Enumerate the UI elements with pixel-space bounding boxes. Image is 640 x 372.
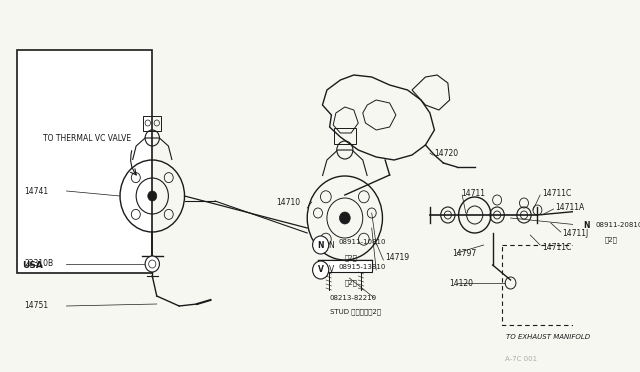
- Text: TO EXHAUST MANIFOLD: TO EXHAUST MANIFOLD: [506, 334, 590, 340]
- Text: N: N: [584, 221, 590, 230]
- Text: 08911-10810: 08911-10810: [339, 239, 386, 245]
- Bar: [334, 128, 356, 144]
- Text: 14711C: 14711C: [542, 243, 571, 251]
- Circle shape: [339, 212, 350, 224]
- Circle shape: [312, 236, 329, 254]
- Circle shape: [579, 216, 595, 234]
- Text: 14751: 14751: [24, 301, 49, 311]
- Bar: [17, 50, 152, 273]
- Text: STUD スタッド（2）: STUD スタッド（2）: [330, 309, 381, 315]
- Text: 14710: 14710: [276, 198, 300, 206]
- Text: 14797: 14797: [452, 248, 477, 257]
- Text: V: V: [317, 266, 324, 275]
- Text: （2）: （2）: [345, 280, 358, 286]
- Bar: [318, 260, 372, 272]
- Text: 14711C: 14711C: [542, 189, 571, 198]
- Text: 08213-82210: 08213-82210: [330, 295, 377, 301]
- Text: V: V: [329, 266, 334, 275]
- Text: 14711A: 14711A: [556, 202, 584, 212]
- Text: 14711J: 14711J: [563, 228, 589, 237]
- Text: USA: USA: [22, 261, 44, 270]
- Circle shape: [148, 191, 157, 201]
- Text: 14711: 14711: [461, 189, 485, 198]
- Bar: [502, 245, 600, 325]
- Text: N: N: [317, 241, 324, 250]
- Text: 14720: 14720: [435, 148, 458, 157]
- Bar: [143, 116, 161, 131]
- Text: 14120: 14120: [450, 279, 474, 288]
- Text: 22310B: 22310B: [24, 260, 54, 269]
- Text: 14741: 14741: [24, 186, 49, 196]
- Text: 08915-13810: 08915-13810: [339, 264, 386, 270]
- Text: TO THERMAL VC VALVE: TO THERMAL VC VALVE: [43, 134, 131, 142]
- Text: 14719: 14719: [385, 253, 409, 263]
- Circle shape: [312, 261, 329, 279]
- Text: （2）: （2）: [345, 255, 358, 261]
- Text: 08911-20810: 08911-20810: [596, 222, 640, 228]
- Text: N: N: [329, 241, 335, 250]
- Circle shape: [145, 256, 159, 272]
- Text: （2）: （2）: [605, 237, 618, 243]
- Text: A-7C 001: A-7C 001: [506, 356, 538, 362]
